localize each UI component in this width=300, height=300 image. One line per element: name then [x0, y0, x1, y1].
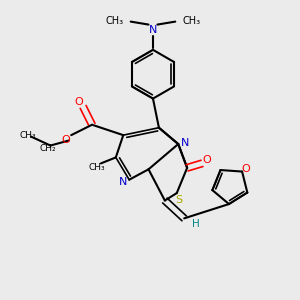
Text: N: N — [119, 177, 128, 187]
Text: N: N — [149, 25, 157, 34]
Text: S: S — [176, 195, 183, 205]
Text: CH₃: CH₃ — [88, 163, 105, 172]
Text: CH₃: CH₃ — [182, 16, 201, 26]
Text: CH₂: CH₂ — [39, 144, 56, 153]
Text: H: H — [192, 219, 200, 229]
Text: O: O — [202, 155, 211, 165]
Text: CH₃: CH₃ — [20, 130, 37, 140]
Text: O: O — [74, 97, 83, 107]
Text: N: N — [181, 138, 189, 148]
Text: O: O — [62, 135, 70, 145]
Text: O: O — [241, 164, 250, 174]
Text: CH₃: CH₃ — [105, 16, 123, 26]
